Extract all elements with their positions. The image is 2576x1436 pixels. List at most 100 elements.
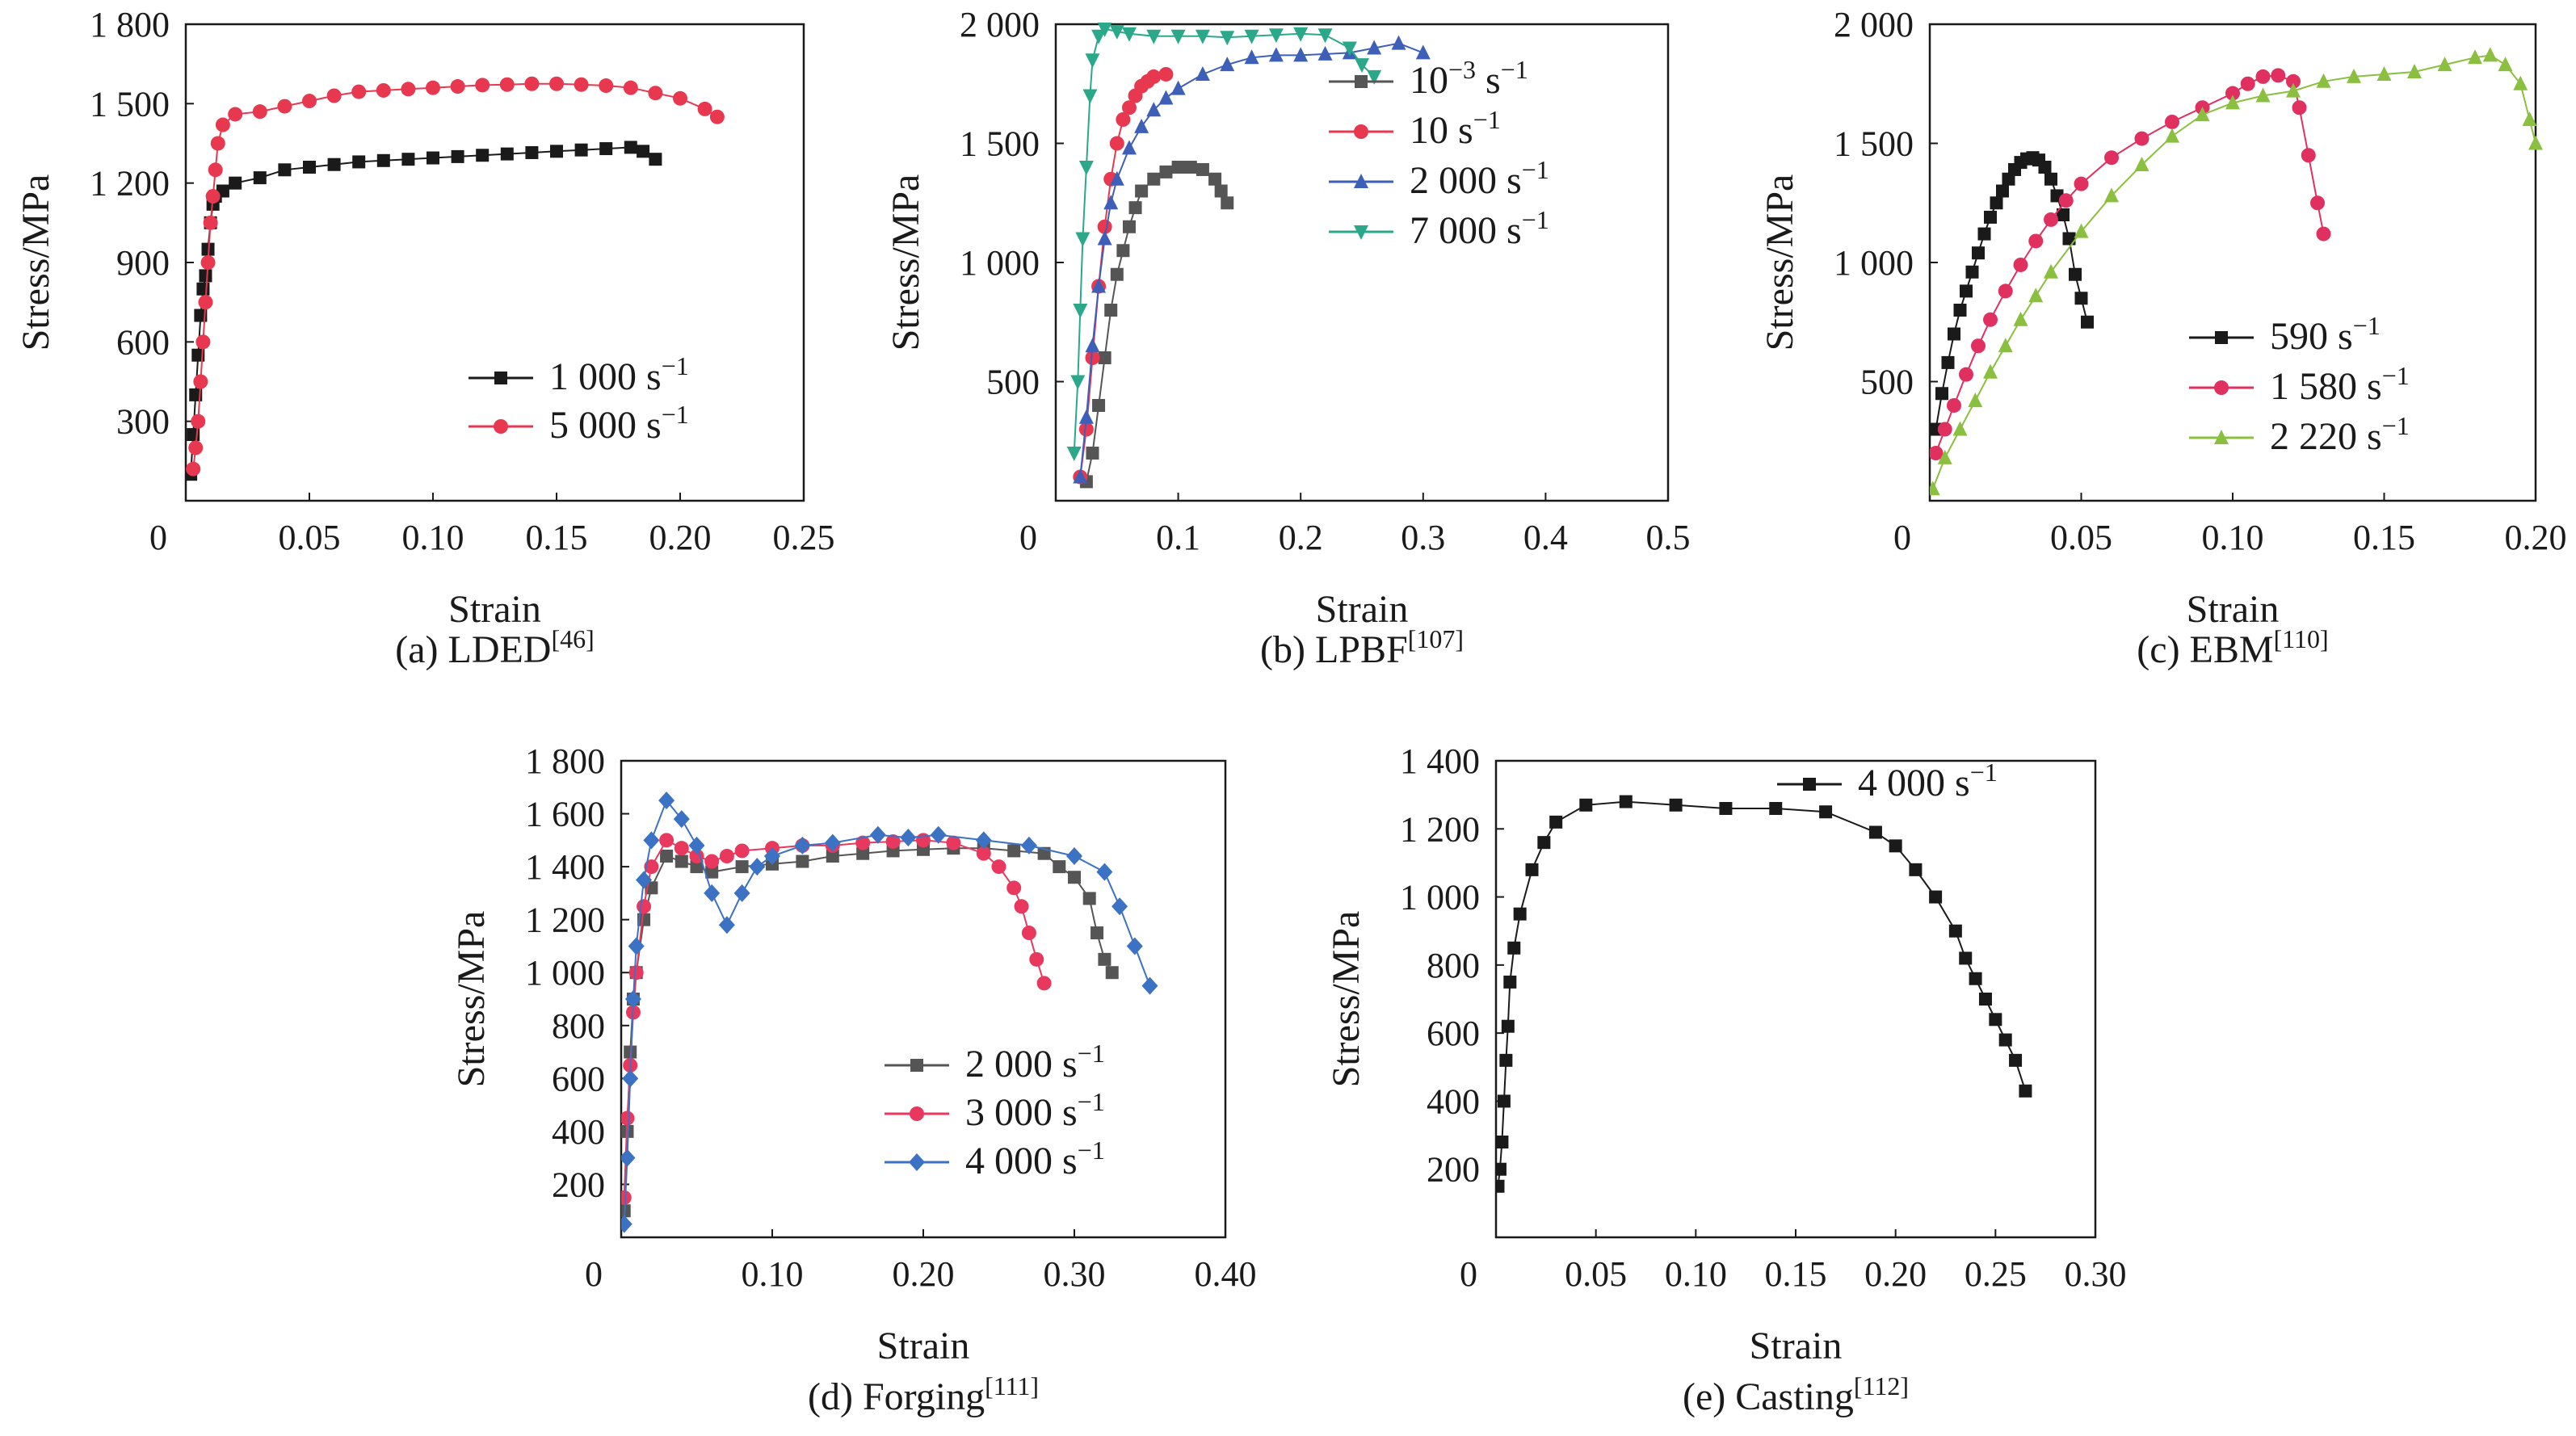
x-tick-label: 0.15 — [526, 518, 588, 557]
data-point — [734, 843, 750, 859]
chart-panel-e: 0 0.05 0.10 0.15 0.20 0.25 0.30 200 400 600 800 1 0… — [1325, 741, 2127, 1418]
data-point — [1669, 798, 1683, 812]
data-point — [2062, 232, 2076, 246]
data-point — [2104, 187, 2119, 203]
series-1 — [1496, 795, 2032, 1193]
data-point — [1819, 805, 1833, 819]
data-point — [2316, 226, 2331, 241]
data-point — [1020, 836, 1037, 854]
legend-entry-part: −1 — [1473, 105, 1501, 134]
legend-entry-part: 2 000 s — [965, 1043, 1078, 1085]
legend-entry: 590 s−1 — [2270, 311, 2381, 358]
x-axis-label: Strain — [2187, 588, 2280, 631]
data-point — [1342, 41, 1357, 57]
data-point — [401, 153, 415, 166]
data-point — [1066, 447, 1082, 461]
x-tick-label: 0 — [149, 518, 167, 557]
data-point — [1496, 1136, 1509, 1148]
legend-marker — [1803, 778, 1816, 791]
data-point — [1244, 49, 1259, 65]
panel-caption-part: (b) LPBF — [1260, 628, 1408, 671]
legend-entry: 4 000 s−1 — [1858, 758, 1998, 804]
legend-marker — [1355, 75, 1368, 88]
data-point — [622, 1069, 639, 1088]
data-point — [869, 825, 886, 844]
x-tick-label: 0 — [1893, 518, 1911, 557]
data-point — [2069, 267, 2082, 281]
data-point — [229, 176, 242, 190]
data-point — [709, 109, 725, 124]
y-tick-label: 1 500 — [1834, 124, 1914, 164]
series-line — [1073, 27, 1375, 454]
data-point — [1937, 422, 1952, 437]
legend-marker — [494, 372, 507, 384]
data-point — [621, 1215, 632, 1233]
data-point — [660, 850, 674, 863]
legend-entry-part: s — [1476, 59, 1501, 102]
data-point — [648, 86, 663, 101]
data-point — [1170, 80, 1186, 95]
data-point — [719, 849, 734, 863]
data-point — [208, 162, 223, 178]
panel-caption: (d) Forging[111] — [808, 1371, 1039, 1418]
legend: 2 000 s−13 000 s−14 000 s−1 — [885, 1039, 1105, 1182]
legend-entry-part: 10 — [1410, 59, 1448, 102]
x-tick-label: 0.05 — [1565, 1254, 1627, 1294]
data-point — [1937, 449, 1952, 464]
data-point — [2134, 131, 2149, 146]
data-point — [2292, 100, 2307, 115]
data-point — [1158, 66, 1174, 82]
legend-entry: 7 000 s−1 — [1410, 205, 1549, 252]
data-point — [2009, 1053, 2023, 1067]
data-point — [1082, 892, 1096, 905]
data-point — [1078, 161, 1094, 175]
data-point — [764, 847, 780, 865]
data-point — [1998, 338, 2013, 353]
data-point — [1220, 31, 1235, 46]
data-point — [2195, 107, 2210, 122]
data-point — [210, 136, 225, 151]
data-point — [1971, 338, 1986, 354]
y-tick-label: 1 500 — [960, 124, 1040, 164]
y-tick-label: 1 000 — [960, 243, 1040, 283]
data-point — [1208, 172, 1222, 186]
data-point — [302, 94, 317, 109]
legend-entry: 10−3 s−1 — [1410, 55, 1528, 102]
legend-entry: 2 220 s−1 — [2270, 411, 2410, 458]
data-point — [796, 854, 809, 868]
y-tick-label: 400 — [1427, 1081, 1480, 1121]
x-tick-label: 0.20 — [893, 1254, 955, 1294]
data-point — [1889, 839, 1902, 853]
series-line — [1931, 54, 2536, 489]
legend-entry-part: −1 — [2353, 311, 2381, 340]
y-tick-label: 400 — [552, 1112, 605, 1152]
data-point — [621, 1190, 632, 1205]
data-point — [674, 854, 688, 868]
data-point — [2165, 114, 2179, 129]
data-point — [524, 76, 540, 91]
data-point — [1195, 29, 1210, 44]
x-tick-label: 0.05 — [279, 518, 341, 557]
x-tick-label: 0.1 — [1156, 518, 1200, 557]
data-point — [1549, 815, 1563, 829]
y-axis-label: Stress/MPa — [885, 174, 927, 351]
data-point — [1135, 184, 1149, 198]
data-point — [1085, 53, 1100, 69]
y-axis-label: Stress/MPa — [450, 911, 493, 1088]
data-point — [2013, 257, 2028, 272]
data-point — [1036, 976, 1052, 991]
data-point — [2225, 86, 2240, 101]
data-point — [621, 1111, 635, 1126]
data-point — [303, 161, 316, 174]
x-tick-label: 0.10 — [402, 518, 464, 557]
legend-entry-part: −1 — [1078, 1039, 1105, 1068]
y-tick-label: 1 500 — [90, 84, 170, 124]
data-point — [2255, 69, 2271, 84]
data-point — [1293, 47, 1309, 62]
data-point — [1221, 196, 1234, 210]
y-axis-label: Stress/MPa — [1325, 911, 1368, 1088]
data-point — [1097, 219, 1112, 234]
data-point — [2522, 111, 2537, 126]
data-point — [1513, 907, 1527, 921]
